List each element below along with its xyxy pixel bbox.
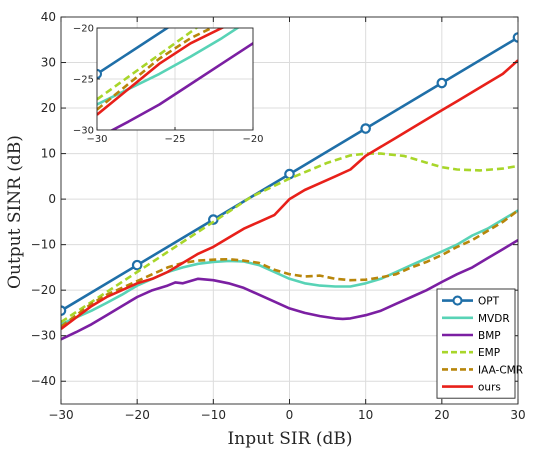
x-tick-label: 20 xyxy=(434,408,449,422)
series-marker-opt xyxy=(360,123,371,134)
series-line-emp xyxy=(61,152,518,324)
x-tick-label: −30 xyxy=(48,408,73,422)
y-axis-label: Output SINR (dB) xyxy=(5,135,25,289)
legend-label-bmp: BMP xyxy=(478,330,501,342)
y-tick-label: −30 xyxy=(31,329,56,343)
series-marker-opt xyxy=(436,77,448,89)
y-tick-label: −10 xyxy=(31,238,56,252)
series-group xyxy=(61,32,518,341)
legend-label-opt: OPT xyxy=(478,296,500,308)
series-line-ours xyxy=(61,59,518,330)
legend-label-mvdr: MVDR xyxy=(478,313,510,325)
series-line-mvdr xyxy=(61,209,518,326)
y-tick-label: −40 xyxy=(31,374,56,388)
legend-box xyxy=(436,288,516,399)
inset-plot-area: −30 −25 −20 −30 −25 −20 xyxy=(73,24,264,146)
x-tick-label: −10 xyxy=(201,408,226,422)
inset-x-tick-label: −25 xyxy=(164,134,185,145)
inset-x-tick-label: −20 xyxy=(242,134,263,145)
legend-label-ours: ours xyxy=(478,382,501,394)
y-tick-label: −20 xyxy=(31,283,56,297)
x-tick-label: −20 xyxy=(125,408,150,422)
series-marker-opt xyxy=(61,305,67,316)
legend-label-emp: EMP xyxy=(478,347,500,359)
inset-y-tick-label: −30 xyxy=(73,126,94,137)
y-tick-label: 0 xyxy=(48,192,56,206)
x-tick-label: 0 xyxy=(286,408,294,422)
inset-x-tick-label: −30 xyxy=(86,134,107,145)
x-axis-label: Input SIR (dB) xyxy=(228,429,353,449)
inset-y-tick-label: −25 xyxy=(73,75,94,86)
series-line-iaa-cmr xyxy=(61,209,518,328)
x-tick-label: 30 xyxy=(510,408,525,422)
legend: OPT MVDR BMP EMP IAA-CMR ours xyxy=(436,288,523,399)
x-tick-label: 10 xyxy=(358,408,373,422)
inset-series-marker-opt xyxy=(97,68,103,79)
series-marker-opt xyxy=(131,259,143,271)
legend-marker-opt xyxy=(452,295,463,306)
series-marker-opt xyxy=(284,168,295,180)
y-tick-label: 10 xyxy=(41,147,56,161)
y-tick-label: 40 xyxy=(41,10,56,24)
y-tick-label: 30 xyxy=(41,56,56,70)
series-line-bmp xyxy=(61,238,518,341)
inset-y-tick-label: −20 xyxy=(73,24,94,35)
legend-label-iaa-cmr: IAA-CMR xyxy=(478,364,523,376)
y-tick-label: 20 xyxy=(41,101,56,115)
inset-series-group xyxy=(97,28,253,130)
